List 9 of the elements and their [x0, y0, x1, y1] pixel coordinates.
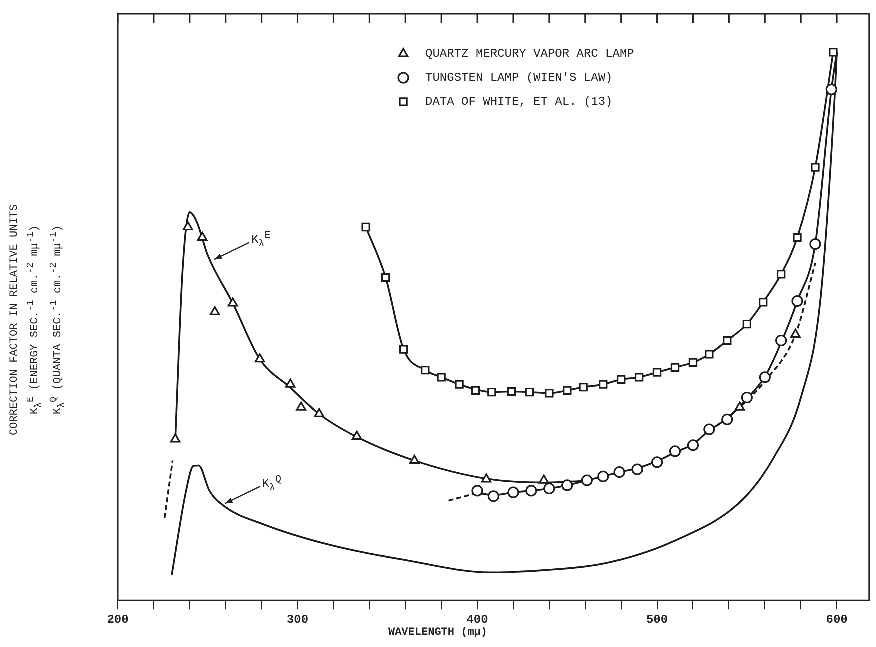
- x-tick-label: 500: [646, 612, 668, 627]
- x-tick-label: 600: [826, 612, 848, 627]
- legend-label: TUNGSTEN LAMP (WIEN'S LAW): [426, 71, 613, 86]
- x-tick-label: 300: [286, 612, 309, 627]
- x-tick-label: 400: [466, 612, 488, 627]
- x-tick-label: 200: [107, 612, 129, 627]
- legend-label: DATA OF WHITE, ET AL. (13): [426, 95, 613, 110]
- x-axis-title: WAVELENGTH (mμ): [387, 626, 489, 639]
- legend-label: QUARTZ MERCURY VAPOR ARC LAMP: [426, 47, 634, 62]
